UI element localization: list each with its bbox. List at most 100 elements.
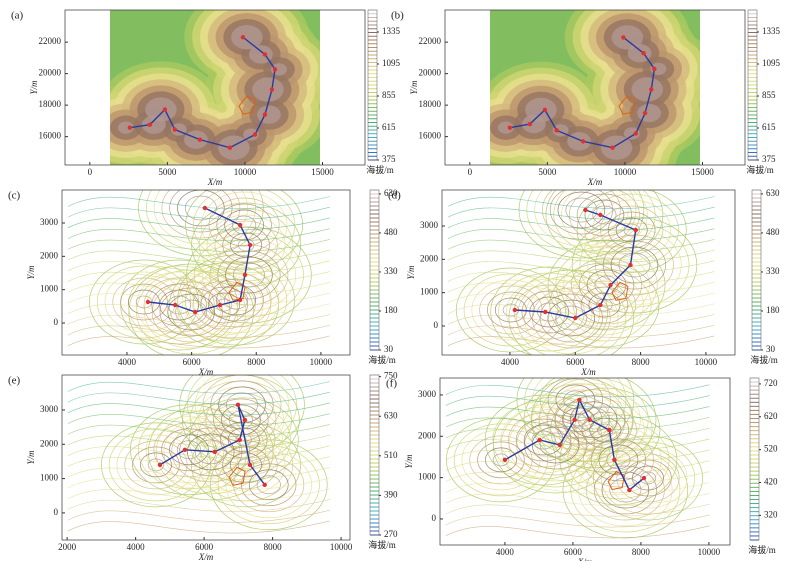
route-point xyxy=(247,242,253,248)
contour-ring xyxy=(177,190,225,227)
route-point xyxy=(543,309,548,315)
contour-line xyxy=(445,482,710,495)
route-point xyxy=(633,131,638,136)
contour-ring xyxy=(455,267,566,353)
route-line xyxy=(504,397,645,492)
colorbar-tick-label: 480 xyxy=(766,227,780,237)
route-point xyxy=(598,302,603,308)
route-point xyxy=(235,402,241,408)
contour-ring xyxy=(257,105,281,124)
region-outline xyxy=(618,95,636,115)
x-axis-label: X/m xyxy=(587,177,603,187)
contour-ring xyxy=(572,280,636,330)
colorbar-frame xyxy=(749,377,760,541)
contour-line xyxy=(445,471,710,484)
contour-ring xyxy=(565,197,598,223)
contour-line xyxy=(67,488,330,502)
colorbar-tick-label: 615 xyxy=(382,122,396,132)
x-tick-label: 8000 xyxy=(632,547,651,557)
contour-line xyxy=(67,434,330,448)
route-point xyxy=(612,457,617,463)
contour-ring xyxy=(224,290,249,310)
contour-line xyxy=(67,206,330,220)
contour-ring xyxy=(453,423,549,497)
x-tick-label: 6000 xyxy=(183,357,202,367)
contour-line xyxy=(445,384,710,398)
x-tick-label: 6000 xyxy=(566,357,585,367)
y-tick-label: 1000 xyxy=(40,473,59,483)
contour-ring xyxy=(231,25,263,50)
colorbar-tick-label: 855 xyxy=(382,90,396,100)
x-tick-label: 4000 xyxy=(496,547,515,557)
route-point xyxy=(242,417,248,423)
contour-ring xyxy=(216,284,256,316)
route-point xyxy=(621,35,626,40)
contour-ring xyxy=(232,262,265,288)
route-point xyxy=(608,282,613,288)
contour-line xyxy=(447,239,715,252)
contour-line xyxy=(67,520,330,534)
route-point xyxy=(157,462,163,468)
route-point xyxy=(542,107,548,113)
y-axis-label: Y/m xyxy=(26,450,36,465)
contour-ring xyxy=(561,190,648,249)
colorbar-tick-label: 180 xyxy=(384,305,398,315)
contour-line xyxy=(67,228,330,242)
contour-ring xyxy=(577,407,610,433)
contour-ring xyxy=(461,429,541,491)
x-tick-label: 10000 xyxy=(614,167,637,177)
x-tick-label: 10000 xyxy=(310,357,333,367)
terrain xyxy=(67,190,330,355)
panel-label: (f) xyxy=(386,378,397,390)
route-point xyxy=(272,67,278,72)
y-tick-label: 0 xyxy=(54,507,59,517)
region-outline xyxy=(611,281,629,301)
contour-ring xyxy=(494,297,527,323)
contour-ring xyxy=(570,447,681,533)
x-tick-label: 0 xyxy=(468,167,473,177)
y-tick-label: 0 xyxy=(434,320,439,330)
contour-ring xyxy=(586,459,665,521)
plot-frame xyxy=(441,189,736,356)
route-point xyxy=(587,417,592,422)
route-point xyxy=(641,475,647,481)
plot-frame xyxy=(61,374,351,541)
contour-ring xyxy=(252,77,284,102)
contour-ring xyxy=(597,423,614,437)
route-point xyxy=(145,299,151,305)
terrain xyxy=(67,375,330,534)
contour-line xyxy=(445,427,710,441)
contour-ring xyxy=(153,190,249,245)
panel-label: (c) xyxy=(8,190,21,202)
contour-ring xyxy=(593,465,657,515)
contour-ring xyxy=(546,383,641,457)
colorbar-frame xyxy=(751,189,762,351)
contour-ring xyxy=(145,97,177,122)
x-tick-label: 4000 xyxy=(501,357,520,367)
contour-ring xyxy=(609,477,642,503)
contour-ring xyxy=(623,127,640,140)
colorbar-frame xyxy=(367,9,378,161)
contour-line xyxy=(67,424,330,437)
contour-ring xyxy=(600,135,633,160)
x-axis-label: X/m xyxy=(580,367,596,377)
contour-ring xyxy=(237,238,255,252)
contour-ring xyxy=(445,417,556,503)
route-point xyxy=(252,132,258,137)
route-point xyxy=(572,417,577,422)
y-tick-label: 0 xyxy=(432,513,437,523)
contour-ring xyxy=(526,190,637,253)
colorbar-tick-label: 480 xyxy=(384,227,398,237)
contour-ring xyxy=(555,305,588,331)
contour-ring xyxy=(120,283,168,321)
contour-ring xyxy=(555,245,658,325)
y-axis-label: Y/m xyxy=(409,80,419,95)
y-tick-label: 20000 xyxy=(39,68,62,78)
contour-ring xyxy=(219,421,268,459)
contour-line xyxy=(445,438,710,452)
route-point xyxy=(627,487,632,493)
contour-ring xyxy=(224,209,264,241)
terrain xyxy=(447,190,715,355)
contour-ring xyxy=(554,389,633,451)
contour-ring xyxy=(549,190,613,235)
